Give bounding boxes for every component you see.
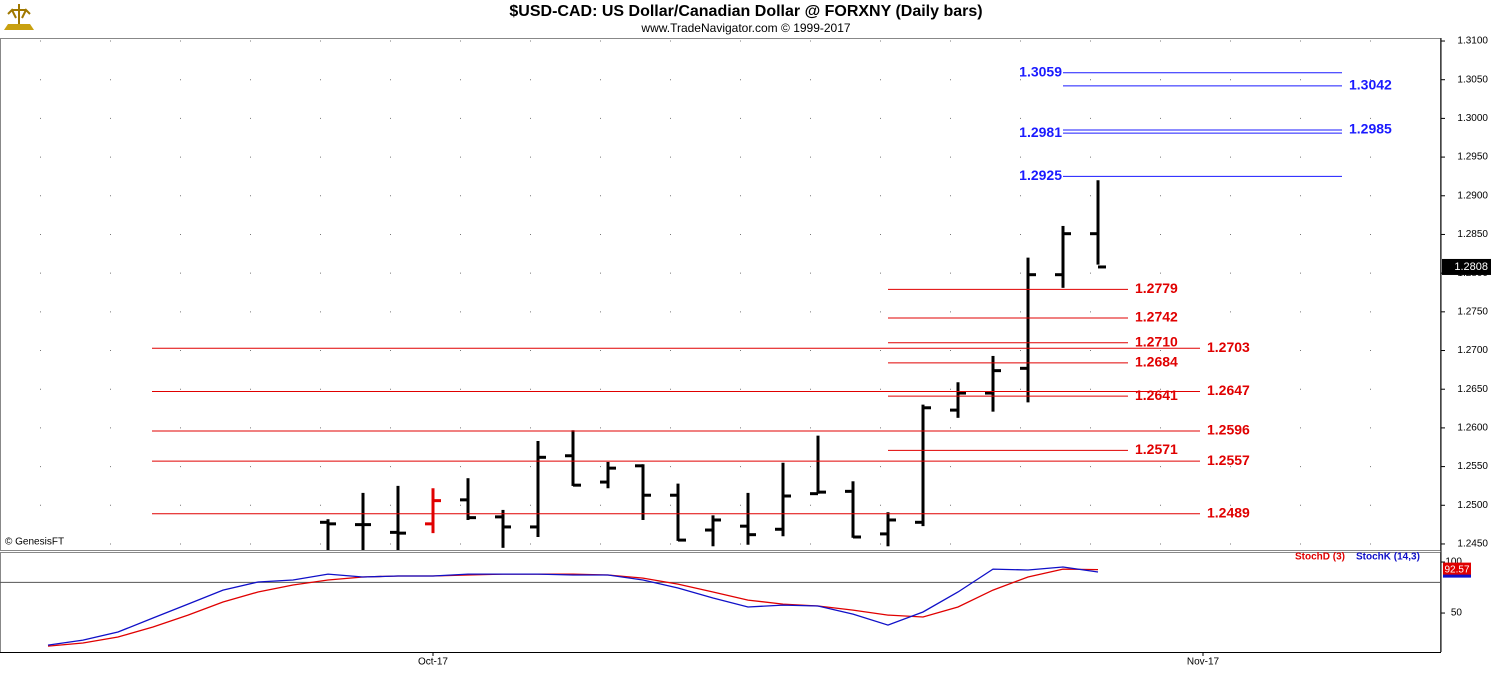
y-tick-label: 1.2900 xyxy=(1457,190,1488,201)
stoch-line xyxy=(47,566,1099,646)
legend-entry: StochK (14,3) xyxy=(1356,552,1420,563)
last-price-tag xyxy=(1442,258,1491,275)
y-tick-label: 100 xyxy=(1445,557,1462,568)
y-tick-label: 50 xyxy=(1451,608,1463,619)
level-label: 1.2684 xyxy=(1135,354,1178,370)
last-price-label: 1.2808 xyxy=(1454,261,1488,273)
y-tick-label: 1.2750 xyxy=(1457,306,1488,317)
level-label: 1.2596 xyxy=(1207,422,1250,438)
price-pane xyxy=(40,40,1440,550)
stoch-pane xyxy=(0,566,1440,647)
watermark: © GenesisFT xyxy=(5,537,64,548)
y-tick-label: 1.2850 xyxy=(1457,229,1488,240)
level-label: 1.2641 xyxy=(1135,387,1178,403)
level-label: 1.2489 xyxy=(1207,504,1250,520)
y-tick-label: 1.2700 xyxy=(1457,345,1488,356)
chart-subtitle: www.TradeNavigator.com © 1999-2017 xyxy=(640,21,850,35)
x-tick-label: Nov-17 xyxy=(1187,657,1220,668)
y-tick-label: 1.2500 xyxy=(1457,500,1488,511)
level-label: 1.2557 xyxy=(1207,452,1250,468)
level-label: 1.2647 xyxy=(1207,382,1250,398)
last-value-tag xyxy=(1443,562,1471,577)
level-label: 1.2703 xyxy=(1207,339,1250,355)
y-tick-label: 1.2650 xyxy=(1457,384,1488,395)
y-tick-label: 1.3050 xyxy=(1457,74,1488,85)
stoch-line xyxy=(47,568,1099,647)
x-tick-label: Oct-17 xyxy=(418,657,448,668)
level-label: 1.2985 xyxy=(1349,121,1392,137)
level-label: 1.2710 xyxy=(1135,333,1178,349)
level-label: 1.2779 xyxy=(1135,280,1178,296)
level-label: 1.2571 xyxy=(1135,441,1178,457)
level-label: 1.3059 xyxy=(1019,63,1062,79)
level-label: 1.3042 xyxy=(1349,77,1392,93)
level-label: 1.2981 xyxy=(1019,124,1062,140)
y-tick-label: 1.2600 xyxy=(1457,423,1488,434)
chart-title: $USD-CAD: US Dollar/Canadian Dollar @ FO… xyxy=(509,3,982,20)
y-tick-label: 1.3000 xyxy=(1457,113,1488,124)
y-tick-label: 1.2950 xyxy=(1457,152,1488,163)
legend-entry: StochD (3) xyxy=(1295,552,1345,563)
last-value-tag-edge xyxy=(1443,574,1471,578)
logo xyxy=(4,4,34,30)
y-tick-label: 1.2450 xyxy=(1457,539,1488,550)
level-label: 1.2742 xyxy=(1135,309,1178,325)
y-tick-label: 1.3100 xyxy=(1457,36,1488,47)
last-value-label: 92.57 xyxy=(1444,564,1469,575)
y-tick-label: 1.2550 xyxy=(1457,461,1488,472)
level-label: 1.2925 xyxy=(1019,167,1062,183)
